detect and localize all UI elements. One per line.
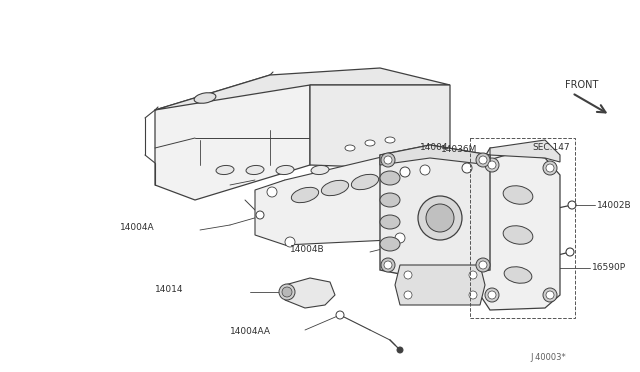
Polygon shape [395,265,485,305]
Ellipse shape [291,187,319,203]
Ellipse shape [345,145,355,151]
Circle shape [485,158,499,172]
Ellipse shape [311,166,329,174]
Ellipse shape [365,140,375,146]
Circle shape [462,163,472,173]
Circle shape [488,161,496,169]
Circle shape [426,204,454,232]
Polygon shape [380,145,490,280]
Text: 14004AA: 14004AA [230,327,271,337]
Circle shape [384,156,392,164]
Circle shape [566,248,574,256]
Polygon shape [480,148,560,310]
Polygon shape [255,155,430,245]
Ellipse shape [246,166,264,174]
Circle shape [543,161,557,175]
Ellipse shape [385,137,395,143]
Circle shape [404,271,412,279]
Ellipse shape [503,226,533,244]
Circle shape [279,284,295,300]
Circle shape [381,258,395,272]
Circle shape [546,291,554,299]
Circle shape [256,211,264,219]
Text: 16590P: 16590P [592,263,626,273]
Ellipse shape [276,166,294,174]
Circle shape [568,201,576,209]
Circle shape [285,237,295,247]
Circle shape [400,167,410,177]
Circle shape [476,258,490,272]
Text: 14014: 14014 [155,285,184,295]
Ellipse shape [380,237,400,251]
Circle shape [543,288,557,302]
Text: 14004B: 14004B [290,246,324,254]
Circle shape [418,196,462,240]
Polygon shape [310,85,450,170]
Text: SEC.147: SEC.147 [532,144,570,153]
Polygon shape [380,145,490,165]
Text: J 40003*: J 40003* [530,353,566,362]
Circle shape [336,311,344,319]
Circle shape [381,153,395,167]
Circle shape [420,165,430,175]
Text: 14004A: 14004A [120,224,155,232]
Text: 14004: 14004 [420,144,449,153]
Ellipse shape [380,215,400,229]
Circle shape [267,187,277,197]
Circle shape [546,164,554,172]
Text: 14002B: 14002B [597,201,632,209]
Circle shape [485,288,499,302]
Polygon shape [155,68,450,110]
Circle shape [479,261,487,269]
Text: FRONT: FRONT [565,80,598,90]
Ellipse shape [503,186,533,204]
Ellipse shape [504,267,532,283]
Ellipse shape [396,205,424,221]
Circle shape [397,347,403,353]
Ellipse shape [321,180,349,196]
Polygon shape [285,278,335,308]
Ellipse shape [194,93,216,103]
Ellipse shape [381,187,409,203]
Ellipse shape [380,171,400,185]
Circle shape [404,291,412,299]
Ellipse shape [351,174,379,190]
Circle shape [479,156,487,164]
Circle shape [488,291,496,299]
Circle shape [384,261,392,269]
Polygon shape [155,75,310,200]
Polygon shape [490,140,560,162]
Ellipse shape [380,193,400,207]
Circle shape [469,291,477,299]
Text: 14036M: 14036M [441,145,477,154]
Ellipse shape [216,166,234,174]
Circle shape [395,233,405,243]
Circle shape [469,271,477,279]
Circle shape [476,153,490,167]
Circle shape [282,287,292,297]
